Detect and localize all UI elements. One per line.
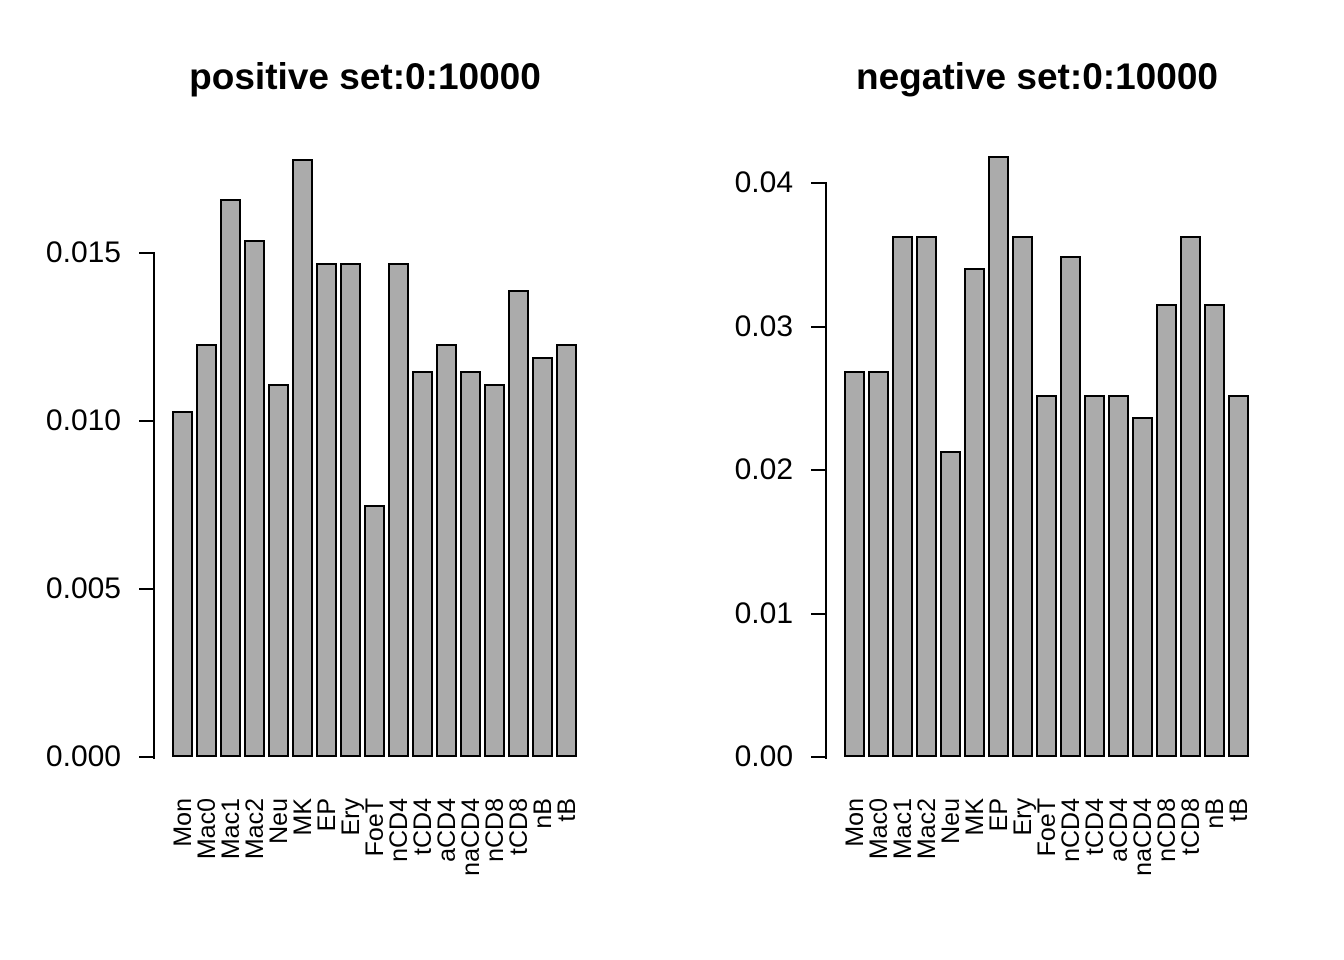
bar-Mon [844,371,865,757]
bar-Mac0 [868,371,889,757]
y-tick-label: 0.005 [45,572,121,605]
bar-Mac1 [892,236,913,757]
x-tick-label: aCD4 [1104,798,1133,862]
bar-FoeT [1036,395,1057,757]
bar-nCD4 [1060,256,1081,757]
x-tick-label: Mac2 [912,798,941,860]
y-tick-label: 0.010 [45,404,121,437]
bar-nCD4 [388,263,409,757]
bar-Mac0 [196,344,217,757]
bar-nCD8 [484,384,505,757]
x-tick-label: EP [312,798,341,832]
y-axis-line [825,183,827,759]
x-tick-label: FoeT [1032,798,1061,857]
bar-MK [292,159,313,757]
x-tick-label: nCD8 [1152,798,1181,862]
x-tick-label: Mac0 [192,798,221,860]
y-tick-mark [139,420,155,422]
bar-Mac2 [244,240,265,757]
bar-aCD4 [1108,395,1129,757]
panel-positive: positive set:0:10000 0.000 0.005 0.010 0.01… [45,56,581,876]
x-tick-label: tCD8 [1176,798,1205,855]
y-tick-label: 0.000 [45,740,121,773]
x-tick-label: Neu [264,798,293,844]
x-tick-label: MK [288,798,317,836]
x-tick-label: tCD8 [504,798,533,855]
bar-nCD8 [1156,304,1177,757]
bar-Mac2 [916,236,937,757]
x-tick-label: FoeT [360,798,389,857]
y-tick-mark [811,613,827,615]
plot-area-negative: 0.00 0.01 0.02 0.03 0.04 Mon Mac0 Mac1 Mac2 Neu MK… [672,0,1344,960]
x-tick-label: Mon [168,798,197,847]
y-tick-label: 0.01 [734,597,793,630]
bar-naCD4 [1132,417,1153,757]
bar-naCD4 [460,371,481,757]
x-tick-label: EP [984,798,1013,832]
x-tick-label: Ery [336,798,365,836]
y-tick-mark [811,469,827,471]
y-tick-label: 0.03 [734,310,793,343]
x-tick-label: MK [960,798,989,836]
y-tick-mark [139,588,155,590]
bar-Neu [940,451,961,757]
y-tick-mark [811,326,827,328]
plot-area-positive: 0.000 0.005 0.010 0.015 Mon Mac0 Mac1 Mac2 Neu MK… [45,159,581,876]
bar-EP [316,263,337,757]
y-tick-label: 0.02 [734,453,793,486]
bar-Neu [268,384,289,757]
bar-aCD4 [436,344,457,757]
x-tick-label: nCD4 [1056,798,1085,862]
y-axis-line [153,253,155,759]
x-tick-label: nB [1200,798,1229,829]
bar-tCD8 [1180,236,1201,757]
y-tick-mark [811,182,827,184]
y-tick-label: 0.00 [734,740,793,773]
x-tick-label: tB [1224,798,1253,822]
x-tick-label: Mon [840,798,869,847]
y-tick-mark [139,756,155,758]
x-tick-label: Ery [1008,798,1037,836]
y-tick-mark [139,252,155,254]
bar-EP [988,156,1009,757]
bar-Ery [1012,236,1033,757]
x-tick-label: tB [552,798,581,822]
x-tick-label: Mac1 [888,798,917,860]
x-tick-label: tCD4 [1080,798,1109,855]
x-tick-label: naCD4 [1128,798,1157,876]
x-tick-label: aCD4 [432,798,461,862]
x-tick-label: Neu [936,798,965,844]
chart-title-positive: positive set:0:10000 [189,56,541,97]
bar-FoeT [364,505,385,757]
x-tick-label: Mac0 [864,798,893,860]
x-tick-label: nCD8 [480,798,509,862]
bar-tCD8 [508,290,529,757]
bar-Ery [340,263,361,757]
panel-negative: negative set:0:10000 0.00 0.01 0.02 0.03 0.0… [672,0,1344,960]
bar-tB [1228,395,1249,757]
y-tick-label: 0.04 [734,166,793,199]
y-tick-label: 0.015 [45,236,121,269]
bar-Mac1 [220,199,241,757]
bar-MK [964,268,985,757]
bar-tB [556,344,577,757]
bar-nB [1204,304,1225,757]
bar-tCD4 [412,371,433,757]
chart-title-negative: negative set:0:10000 [856,56,1218,97]
bar-nB [532,357,553,757]
x-tick-label: Mac2 [240,798,269,860]
x-tick-label: nCD4 [384,798,413,862]
bar-Mon [172,411,193,757]
x-tick-label: nB [528,798,557,829]
x-tick-label: tCD4 [408,798,437,855]
y-tick-mark [811,756,827,758]
x-tick-label: Mac1 [216,798,245,860]
x-tick-label: naCD4 [456,798,485,876]
bar-tCD4 [1084,395,1105,757]
